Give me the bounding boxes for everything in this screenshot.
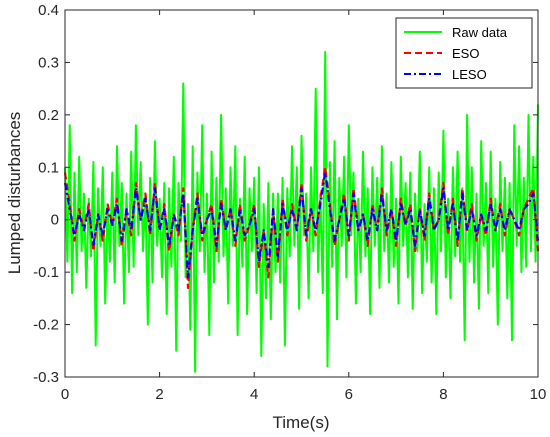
y-tick-label: -0.3 xyxy=(33,369,59,386)
x-tick-label: 2 xyxy=(155,386,163,403)
x-tick-label: 10 xyxy=(530,386,547,403)
y-tick-label: 0.2 xyxy=(38,107,59,124)
y-tick-label: 0 xyxy=(51,212,59,229)
x-axis-title: Time(s) xyxy=(273,413,330,432)
y-tick-label: -0.2 xyxy=(33,317,59,334)
legend-label: LESO xyxy=(452,67,487,82)
y-tick-label: 0.1 xyxy=(38,159,59,176)
x-tick-label: 0 xyxy=(61,386,69,403)
y-tick-label: 0.4 xyxy=(38,2,59,19)
y-axis-title: Lumped disturbances xyxy=(5,112,24,275)
x-tick-label: 8 xyxy=(439,386,447,403)
y-axis-ticks: -0.3 -0.2 -0.1 0 0.1 0.2 0.3 0.4 xyxy=(33,2,538,386)
legend-label: ESO xyxy=(452,46,479,61)
y-tick-label: 0.3 xyxy=(38,54,59,71)
series-line-leso xyxy=(63,171,540,279)
x-tick-label: 4 xyxy=(250,386,258,403)
y-tick-label: -0.1 xyxy=(33,264,59,281)
x-tick-label: 6 xyxy=(345,386,353,403)
plot-series-group xyxy=(63,50,540,373)
legend-label: Raw data xyxy=(452,25,508,40)
x-axis-ticks: 0 2 4 6 8 10 xyxy=(61,10,547,403)
legend: Raw data ESO LESO xyxy=(395,17,533,89)
plot-area-frame xyxy=(64,9,539,378)
